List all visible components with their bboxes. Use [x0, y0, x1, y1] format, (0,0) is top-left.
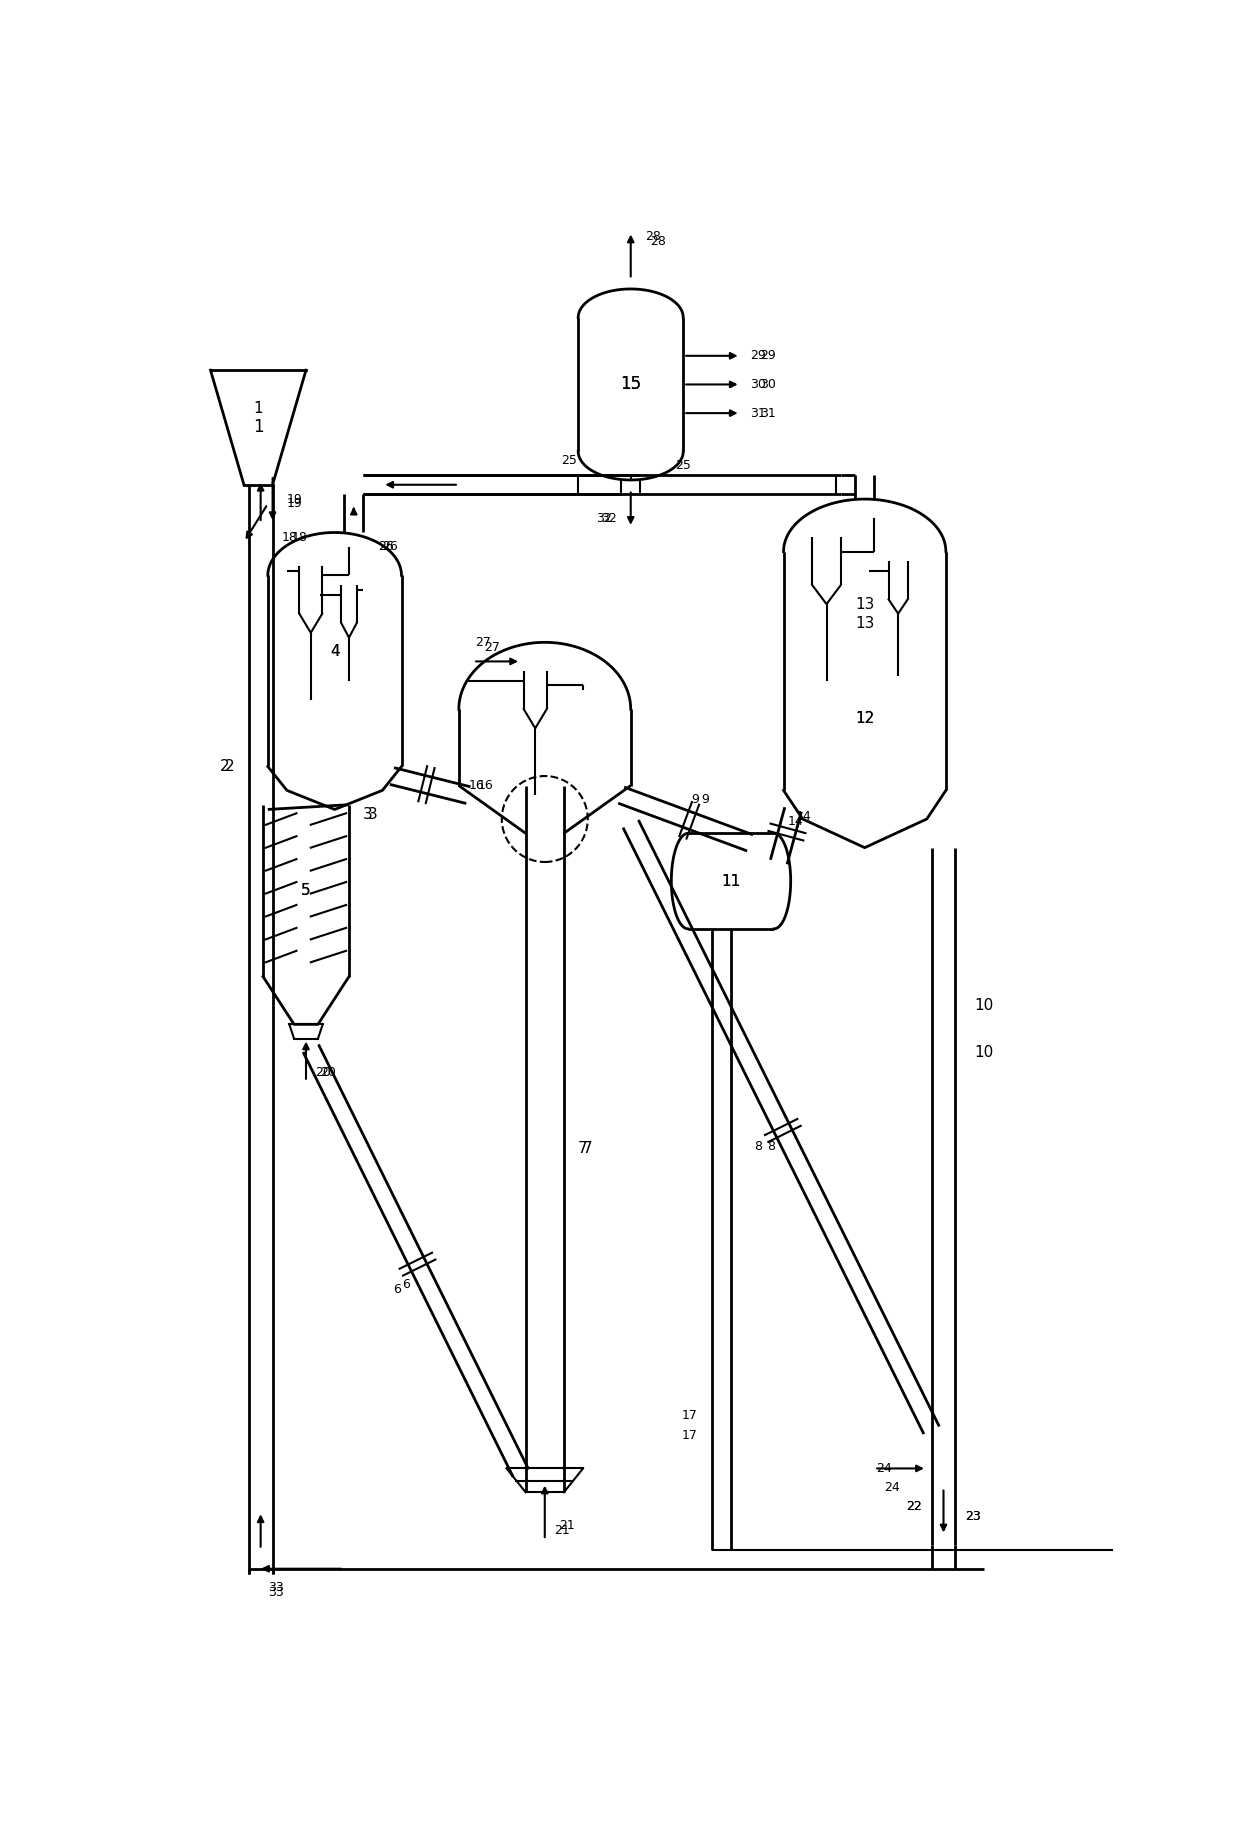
Text: 23: 23	[965, 1509, 981, 1522]
Text: 10: 10	[975, 1045, 993, 1060]
Text: 32: 32	[600, 512, 616, 524]
Text: 27: 27	[475, 636, 491, 649]
Text: 32: 32	[596, 512, 611, 524]
Text: 12: 12	[856, 711, 874, 725]
Text: 28: 28	[645, 230, 661, 243]
Text: 3: 3	[363, 808, 373, 822]
Text: 23: 23	[965, 1509, 981, 1522]
Text: 26: 26	[382, 541, 398, 554]
Text: 15: 15	[620, 376, 641, 393]
Text: 18: 18	[291, 532, 308, 544]
Text: 12: 12	[856, 711, 874, 725]
Text: 11: 11	[722, 873, 740, 888]
Text: 28: 28	[650, 234, 666, 248]
Text: 30: 30	[760, 378, 775, 391]
Text: 18: 18	[283, 532, 298, 544]
Text: 22: 22	[906, 1500, 923, 1513]
Text: 2: 2	[219, 758, 229, 775]
Text: 20: 20	[315, 1065, 331, 1078]
Text: 1: 1	[253, 400, 263, 417]
Text: 6: 6	[393, 1283, 401, 1295]
Text: 31: 31	[750, 407, 766, 420]
Text: 33: 33	[268, 1582, 284, 1595]
Text: 20: 20	[320, 1065, 336, 1078]
Text: 26: 26	[378, 541, 393, 554]
Text: 13: 13	[856, 597, 874, 612]
Text: 1: 1	[253, 418, 264, 437]
Text: 17: 17	[682, 1409, 698, 1423]
Text: 7: 7	[578, 1142, 588, 1156]
Text: 16: 16	[469, 778, 484, 793]
Text: 16: 16	[477, 778, 494, 793]
Text: 11: 11	[722, 873, 740, 888]
Text: 33: 33	[268, 1586, 284, 1599]
Text: 29: 29	[760, 349, 775, 362]
Text: 24: 24	[884, 1482, 899, 1494]
Text: 19: 19	[286, 497, 303, 510]
Text: 22: 22	[906, 1500, 923, 1513]
Text: 25: 25	[560, 455, 577, 468]
Text: 30: 30	[750, 378, 766, 391]
Text: 21: 21	[554, 1524, 570, 1537]
Text: 31: 31	[760, 407, 775, 420]
Text: 24: 24	[875, 1462, 892, 1474]
Text: 14: 14	[796, 809, 811, 824]
Text: 21: 21	[559, 1520, 575, 1533]
Text: 7: 7	[583, 1142, 593, 1156]
Text: 19: 19	[286, 493, 303, 506]
Text: 15: 15	[620, 376, 641, 393]
Text: 8: 8	[768, 1140, 775, 1153]
Text: 14: 14	[787, 815, 804, 828]
Text: 4: 4	[330, 645, 340, 660]
Text: 5: 5	[301, 882, 311, 899]
Text: 27: 27	[485, 641, 500, 654]
Text: 25: 25	[676, 459, 691, 471]
Text: 13: 13	[856, 616, 874, 630]
Text: 9: 9	[691, 793, 699, 806]
Text: 2: 2	[224, 758, 234, 775]
Text: 10: 10	[975, 998, 993, 1012]
Text: 8: 8	[754, 1140, 763, 1153]
Text: 4: 4	[330, 645, 340, 660]
Text: 17: 17	[682, 1429, 698, 1442]
Text: 29: 29	[750, 349, 766, 362]
Text: 9: 9	[701, 793, 709, 806]
Text: 6: 6	[402, 1279, 410, 1292]
Text: 3: 3	[368, 808, 378, 822]
Text: 5: 5	[301, 882, 311, 899]
